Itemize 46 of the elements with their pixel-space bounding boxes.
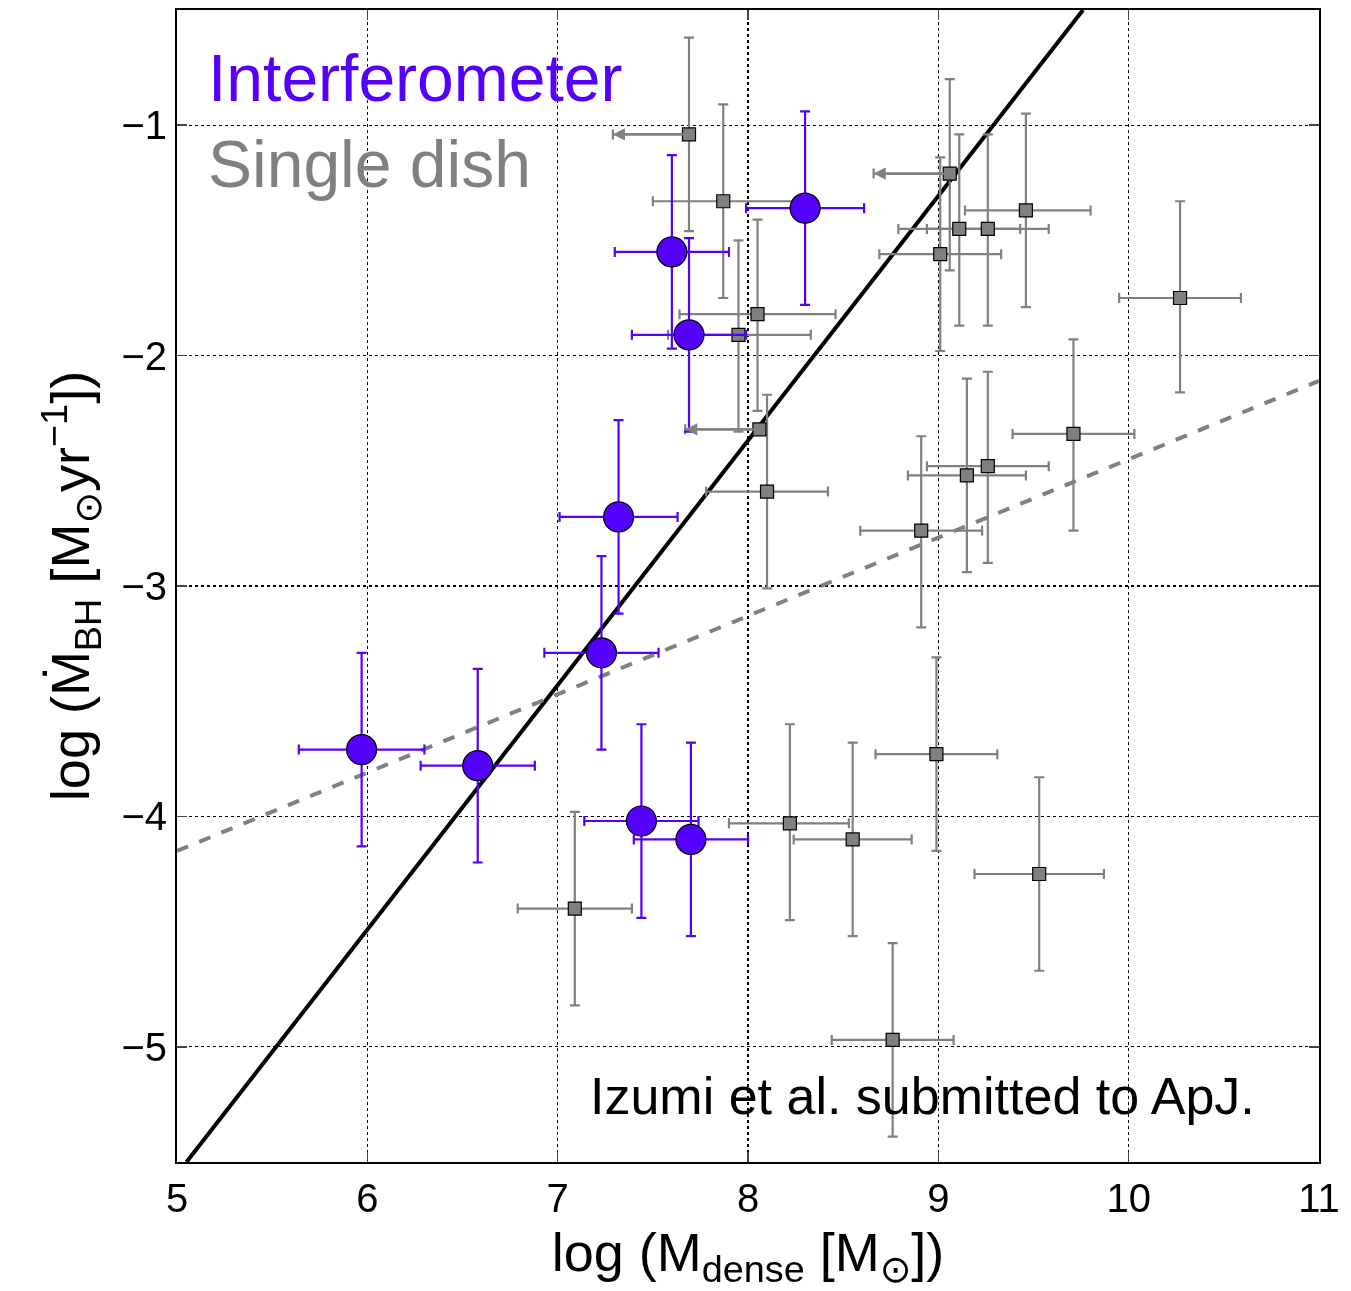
point [1066, 426, 1081, 442]
point [952, 221, 967, 236]
point [716, 194, 731, 209]
x-tick-label: 6 [356, 1176, 379, 1220]
y-tick-label: −1 [121, 103, 167, 148]
series-label: Interferometer [208, 41, 623, 115]
x-tick-label: 10 [1106, 1176, 1151, 1220]
point [585, 637, 618, 669]
x-tick-label: 9 [927, 1176, 950, 1220]
point [1172, 290, 1188, 306]
annotation: Izumi et al. submitted to ApJ. [590, 1067, 1255, 1125]
point [752, 422, 767, 437]
y-tick-label: −2 [121, 333, 167, 378]
point [681, 127, 697, 142]
y-tick-label: −4 [121, 794, 167, 839]
y-tick-label: −5 [121, 1024, 167, 1069]
x-axis-title: log (M$_{dense}$ [M$_{⊙}$]) [551, 1221, 945, 1291]
point [782, 816, 797, 831]
point [1032, 866, 1047, 882]
point [914, 523, 929, 538]
x-tick-label: 5 [165, 1176, 189, 1220]
point [346, 733, 378, 766]
x-tick-label: 11 [1298, 1176, 1340, 1220]
point [942, 166, 957, 181]
point [750, 307, 765, 322]
point [675, 823, 707, 856]
x-tick-label: 8 [736, 1176, 760, 1220]
point [885, 1032, 900, 1047]
point [980, 459, 995, 474]
point [929, 747, 944, 762]
point [462, 750, 494, 782]
point [673, 319, 705, 351]
point [980, 221, 995, 236]
legend-label: Single dish [208, 127, 531, 201]
point [602, 501, 635, 533]
point [959, 468, 974, 483]
point [845, 832, 860, 847]
point [759, 484, 775, 499]
point [625, 805, 658, 837]
point [933, 247, 948, 262]
point [1018, 203, 1033, 218]
point [567, 901, 582, 916]
y-tick-label: −3 [121, 564, 167, 608]
point [789, 192, 821, 224]
x-tick-label: 7 [546, 1176, 569, 1220]
point [656, 236, 688, 268]
